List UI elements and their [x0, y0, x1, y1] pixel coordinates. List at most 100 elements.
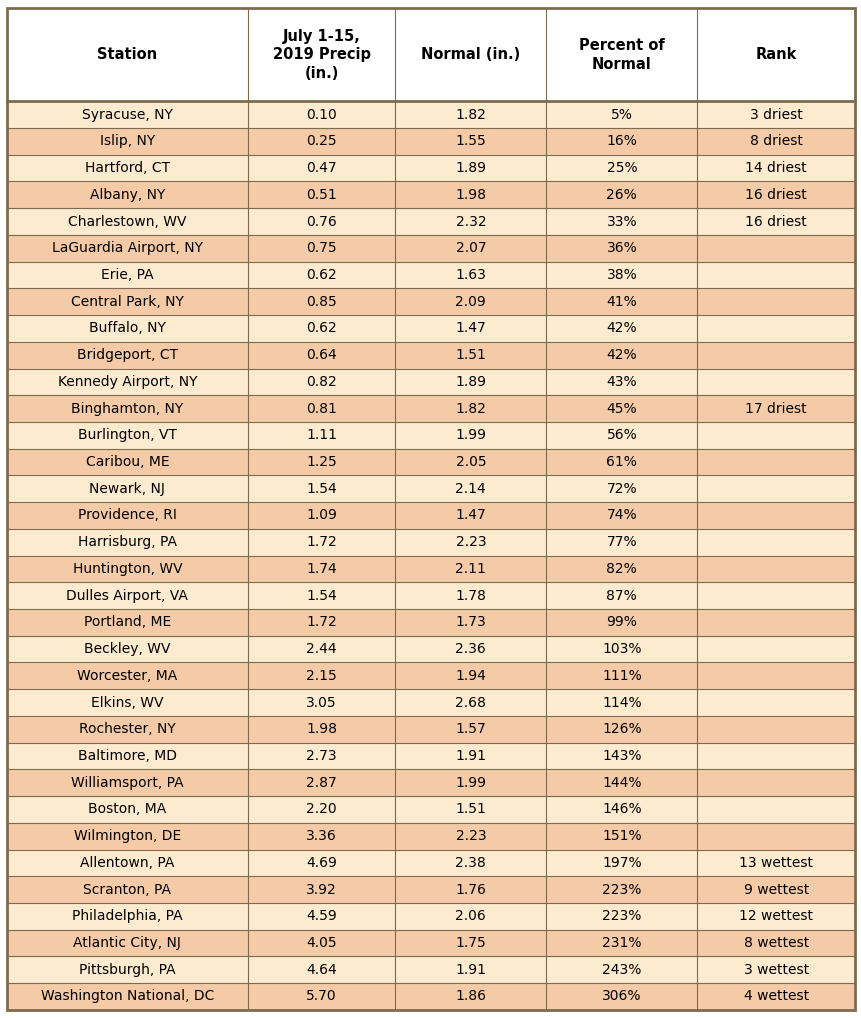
Text: 45%: 45%: [606, 402, 636, 415]
Text: 1.99: 1.99: [455, 429, 486, 443]
Bar: [7, 663, 854, 689]
Text: 2.09: 2.09: [455, 295, 486, 308]
Text: 1.09: 1.09: [306, 509, 337, 522]
Bar: [7, 475, 854, 502]
Text: 1.54: 1.54: [306, 588, 337, 603]
Bar: [7, 155, 854, 181]
Text: 4.69: 4.69: [306, 856, 337, 870]
Bar: [7, 689, 854, 716]
Text: 2.23: 2.23: [455, 535, 486, 550]
Bar: [7, 316, 854, 342]
Bar: [7, 288, 854, 316]
Text: 151%: 151%: [601, 830, 641, 843]
Text: Boston, MA: Boston, MA: [88, 802, 166, 816]
Bar: [7, 582, 854, 609]
Text: 74%: 74%: [606, 509, 636, 522]
Bar: [7, 743, 854, 770]
Text: Scranton, PA: Scranton, PA: [84, 883, 171, 897]
Text: 0.25: 0.25: [306, 134, 337, 149]
Text: 8 wettest: 8 wettest: [743, 936, 808, 950]
Text: 306%: 306%: [601, 989, 641, 1004]
Text: 1.99: 1.99: [455, 776, 486, 790]
Text: 2.87: 2.87: [306, 776, 337, 790]
Text: 4.05: 4.05: [306, 936, 337, 950]
Text: 2.20: 2.20: [306, 802, 337, 816]
Text: 4.64: 4.64: [306, 963, 337, 977]
Text: 1.55: 1.55: [455, 134, 486, 149]
Text: Kennedy Airport, NY: Kennedy Airport, NY: [58, 375, 197, 389]
Bar: [7, 929, 854, 957]
Text: 2.73: 2.73: [306, 749, 337, 764]
Text: 61%: 61%: [605, 455, 636, 469]
Bar: [7, 609, 854, 636]
Bar: [7, 556, 854, 582]
Text: 1.78: 1.78: [455, 588, 486, 603]
Text: Dulles Airport, VA: Dulles Airport, VA: [66, 588, 188, 603]
Text: 103%: 103%: [601, 642, 641, 657]
Text: Binghamton, NY: Binghamton, NY: [71, 402, 183, 415]
Text: 223%: 223%: [602, 883, 641, 897]
Text: 1.94: 1.94: [455, 669, 486, 683]
Text: 2.11: 2.11: [455, 562, 486, 576]
Text: 16 driest: 16 driest: [745, 188, 806, 202]
Text: 1.57: 1.57: [455, 723, 486, 736]
Text: 0.62: 0.62: [306, 268, 337, 282]
Text: 5%: 5%: [610, 108, 632, 122]
Text: Hartford, CT: Hartford, CT: [84, 161, 170, 175]
Text: 0.62: 0.62: [306, 322, 337, 336]
Text: 1.63: 1.63: [455, 268, 486, 282]
Bar: [7, 395, 854, 422]
Bar: [7, 369, 854, 395]
Text: 1.98: 1.98: [455, 188, 486, 202]
Bar: [7, 128, 854, 155]
Bar: [7, 262, 854, 288]
Text: 1.74: 1.74: [306, 562, 337, 576]
Text: 0.82: 0.82: [306, 375, 337, 389]
Text: Rochester, NY: Rochester, NY: [79, 723, 176, 736]
Text: 2.32: 2.32: [455, 215, 486, 229]
Text: 0.75: 0.75: [306, 241, 337, 256]
Text: 26%: 26%: [606, 188, 636, 202]
Text: 1.89: 1.89: [455, 375, 486, 389]
Bar: [7, 957, 854, 983]
Text: 14 driest: 14 driest: [745, 161, 806, 175]
Text: Bridgeport, CT: Bridgeport, CT: [77, 348, 177, 362]
Text: 2.06: 2.06: [455, 909, 486, 923]
Text: 1.72: 1.72: [306, 616, 337, 629]
Text: 9 wettest: 9 wettest: [743, 883, 808, 897]
Text: Islip, NY: Islip, NY: [100, 134, 155, 149]
Text: 41%: 41%: [606, 295, 636, 308]
Text: Newark, NJ: Newark, NJ: [90, 482, 165, 496]
Text: 1.54: 1.54: [306, 482, 337, 496]
Text: Worcester, MA: Worcester, MA: [77, 669, 177, 683]
Bar: [7, 342, 854, 369]
Text: 5.70: 5.70: [306, 989, 337, 1004]
Bar: [7, 209, 854, 235]
Text: 43%: 43%: [606, 375, 636, 389]
Text: 3.05: 3.05: [306, 695, 337, 710]
Text: 143%: 143%: [601, 749, 641, 764]
Bar: [7, 181, 854, 209]
Text: Pittsburgh, PA: Pittsburgh, PA: [79, 963, 176, 977]
Text: Harrisburg, PA: Harrisburg, PA: [77, 535, 177, 550]
Text: 2.44: 2.44: [306, 642, 337, 657]
Text: Wilmington, DE: Wilmington, DE: [74, 830, 181, 843]
Text: 25%: 25%: [606, 161, 636, 175]
Text: 231%: 231%: [601, 936, 641, 950]
Text: Syracuse, NY: Syracuse, NY: [82, 108, 172, 122]
Text: 2.07: 2.07: [455, 241, 486, 256]
Text: 82%: 82%: [606, 562, 636, 576]
Text: 3.92: 3.92: [306, 883, 337, 897]
Text: 1.86: 1.86: [455, 989, 486, 1004]
Text: 0.81: 0.81: [306, 402, 337, 415]
Text: 12 wettest: 12 wettest: [739, 909, 812, 923]
Text: 16 driest: 16 driest: [745, 215, 806, 229]
Bar: [7, 903, 854, 929]
Text: 1.76: 1.76: [455, 883, 486, 897]
Text: 3 driest: 3 driest: [749, 108, 802, 122]
Text: 1.47: 1.47: [455, 509, 486, 522]
Text: 1.82: 1.82: [455, 108, 486, 122]
Text: 2.23: 2.23: [455, 830, 486, 843]
Text: 1.91: 1.91: [455, 963, 486, 977]
Text: 1.75: 1.75: [455, 936, 486, 950]
